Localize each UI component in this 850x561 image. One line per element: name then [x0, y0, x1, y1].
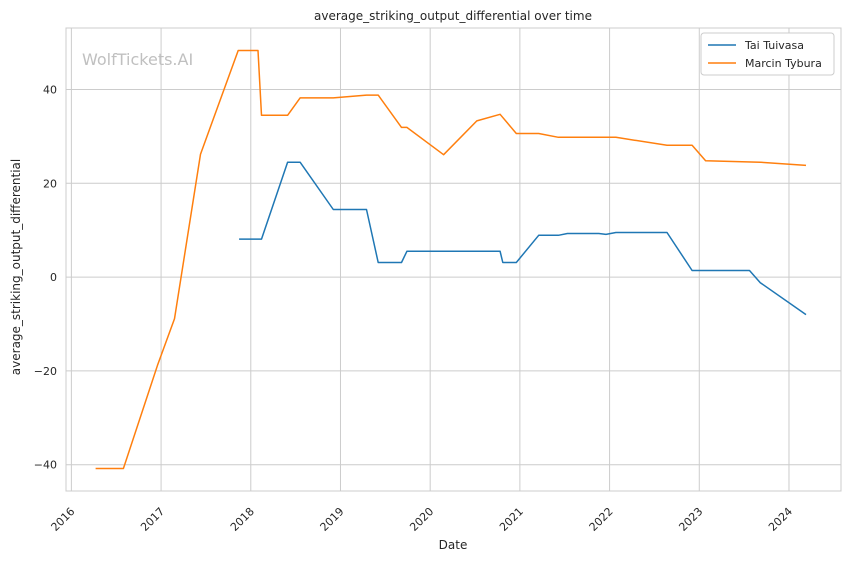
legend: Tai Tuivasa Marcin Tybura: [700, 32, 835, 76]
watermark-text: WolfTickets.AI: [82, 50, 193, 69]
series-line-1: [95, 49, 807, 470]
legend-label-series-1: Marcin Tybura: [745, 57, 822, 70]
y-tick-label: −40: [34, 459, 57, 472]
gridlines: [66, 28, 841, 491]
y-tick-label: 20: [43, 177, 57, 190]
y-tick-label: 40: [43, 83, 57, 96]
x-axis-label: Date: [439, 538, 468, 552]
plot-area-frame: [65, 27, 842, 492]
series-lines: [95, 49, 807, 470]
y-tick-label: 0: [50, 271, 57, 284]
legend-frame: [700, 32, 835, 76]
chart-title: average_striking_output_differential ove…: [314, 9, 592, 23]
legend-label-series-0: Tai Tuivasa: [744, 39, 804, 52]
y-tick-label: −20: [34, 365, 57, 378]
series-line-0: [239, 161, 807, 316]
y-axis-ticks: −40 −20 0 20 40: [34, 83, 57, 471]
y-axis-label: average_striking_output_differential: [9, 159, 23, 375]
